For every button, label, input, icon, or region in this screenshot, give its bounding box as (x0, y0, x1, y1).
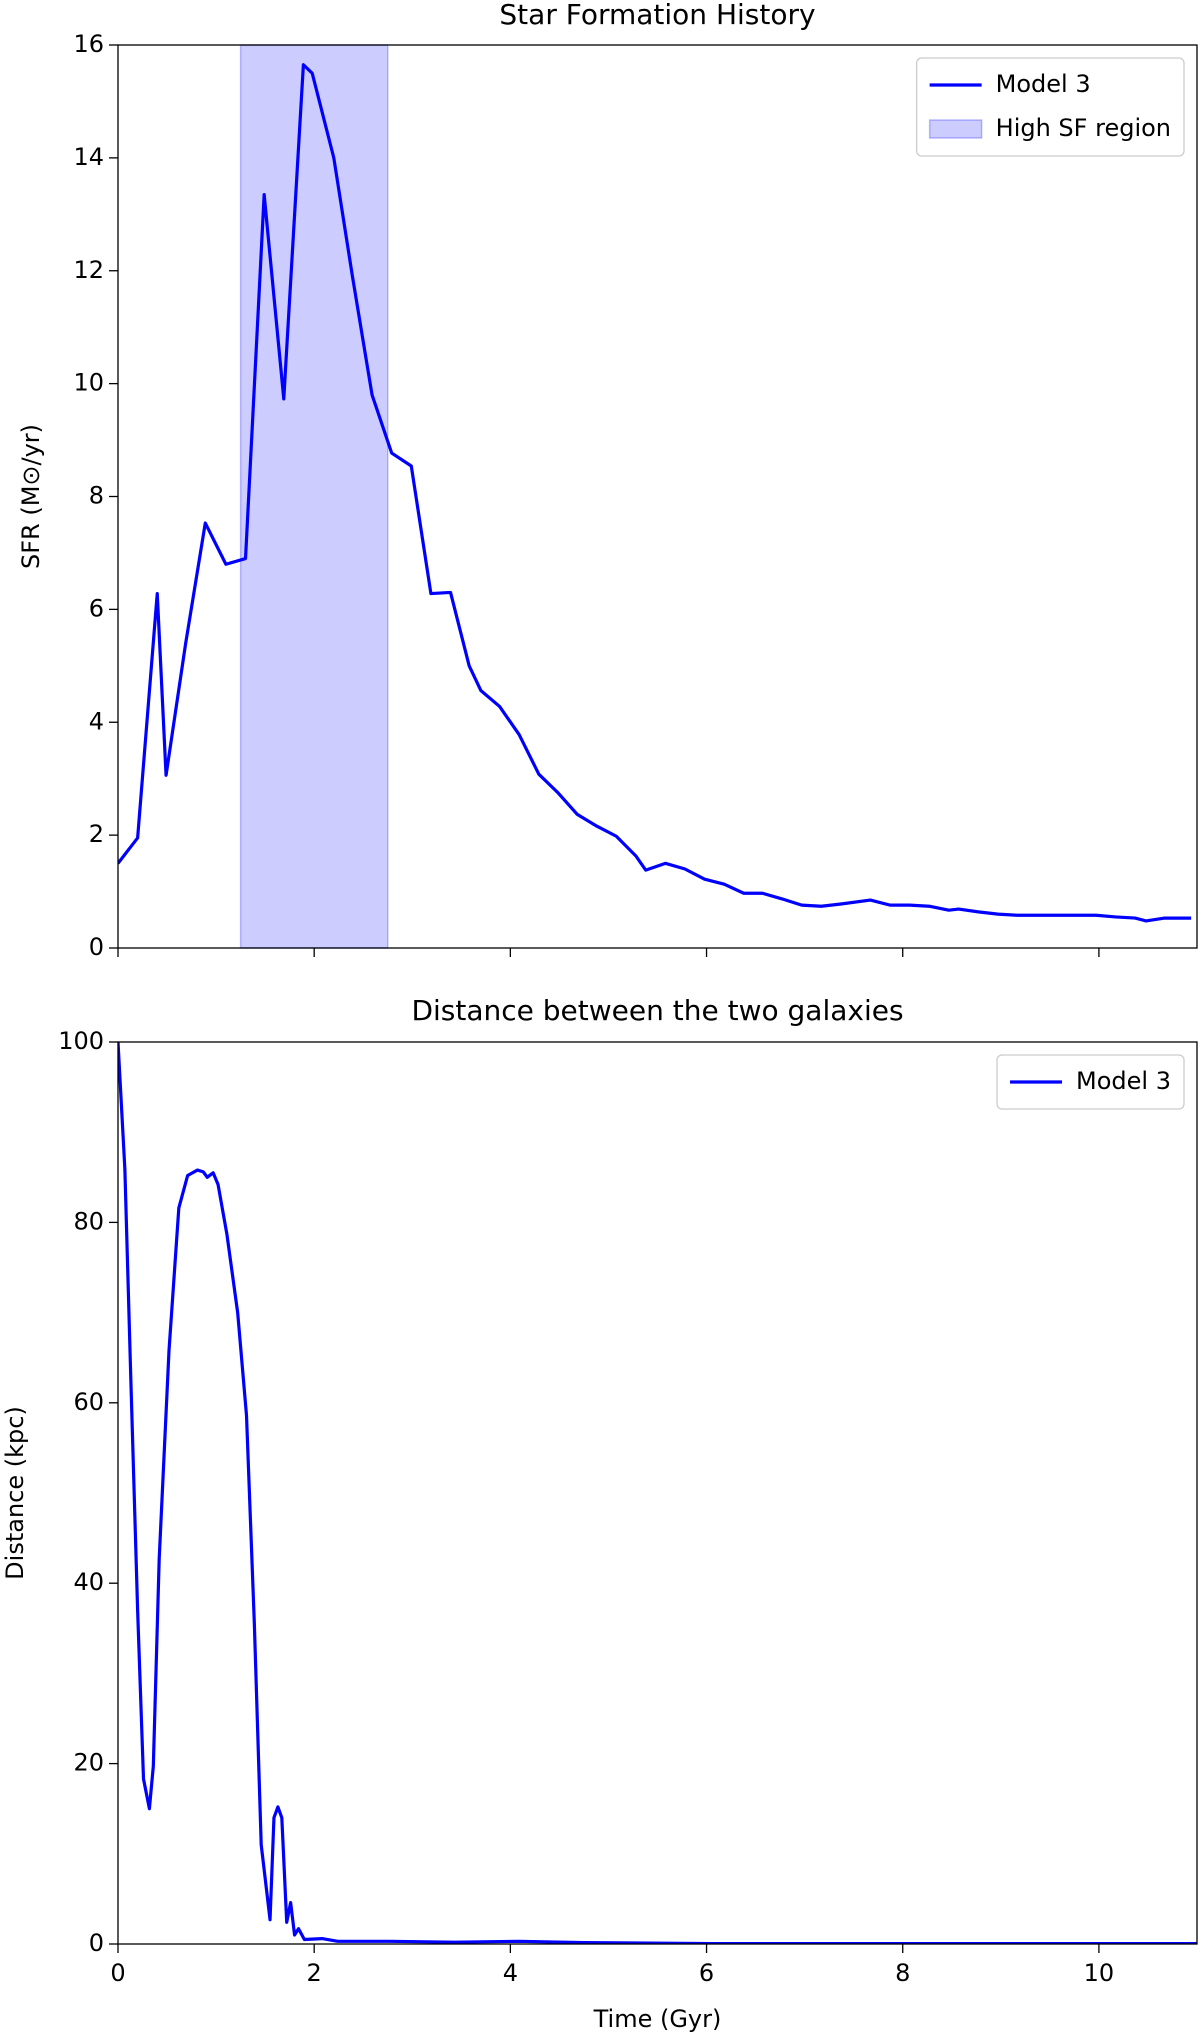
y-tick-label: 0 (89, 1929, 104, 1957)
y-tick-label: 100 (58, 1027, 104, 1055)
x-axis-label: Time (Gyr) (593, 2005, 722, 2033)
legend-box (996, 1054, 1185, 1110)
y-tick-label: 80 (73, 1207, 104, 1235)
chart-title: Star Formation History (499, 0, 815, 31)
legend-label: High SF region (996, 114, 1171, 142)
x-tick-label: 8 (895, 1959, 910, 1987)
y-tick-label: 6 (89, 594, 104, 622)
data-line (118, 63, 1192, 923)
y-axis-label: SFR (M⊙/yr) (17, 424, 45, 569)
y-tick-label: 4 (89, 707, 104, 735)
data-line (118, 1042, 1197, 1944)
legend: Model 3 High SF region (915, 57, 1185, 157)
chart-title: Distance between the two galaxies (411, 994, 903, 1027)
y-tick-label: 0 (89, 933, 104, 961)
y-tick-label: 40 (73, 1568, 104, 1596)
y-tick-label: 2 (89, 820, 104, 848)
y-tick-label: 14 (73, 143, 104, 171)
axes-frame (117, 1041, 1198, 1945)
y-tick-label: 60 (73, 1388, 104, 1416)
y-tick-label: 12 (73, 256, 104, 284)
x-tick-label: 4 (503, 1959, 518, 1987)
y-tick-label: 16 (73, 30, 104, 58)
x-tick-label: 0 (110, 1959, 125, 1987)
x-tick-label: 6 (699, 1959, 714, 1987)
y-tick-label: 20 (73, 1749, 104, 1777)
legend-label: Model 3 (1076, 1067, 1171, 1095)
legend-label: Model 3 (996, 70, 1091, 98)
y-tick-label: 10 (73, 369, 104, 397)
legend-patch (928, 119, 983, 139)
panel: 0 20 40 60 80 100 0 2 4 6 8 10 Distance between the … (1, 994, 1198, 2033)
x-tick-label: 2 (307, 1959, 322, 1987)
shaded-region (239, 44, 389, 949)
y-tick-label: 8 (89, 482, 104, 510)
y-axis-label: Distance (kpc) (1, 1406, 29, 1580)
x-tick-label: 10 (1084, 1959, 1115, 1987)
panel: 0 2 4 6 8 10 12 14 16 Star Formation History SFR (… (17, 0, 1198, 961)
legend: Model 3 (996, 1054, 1185, 1110)
legend-box (915, 57, 1185, 157)
